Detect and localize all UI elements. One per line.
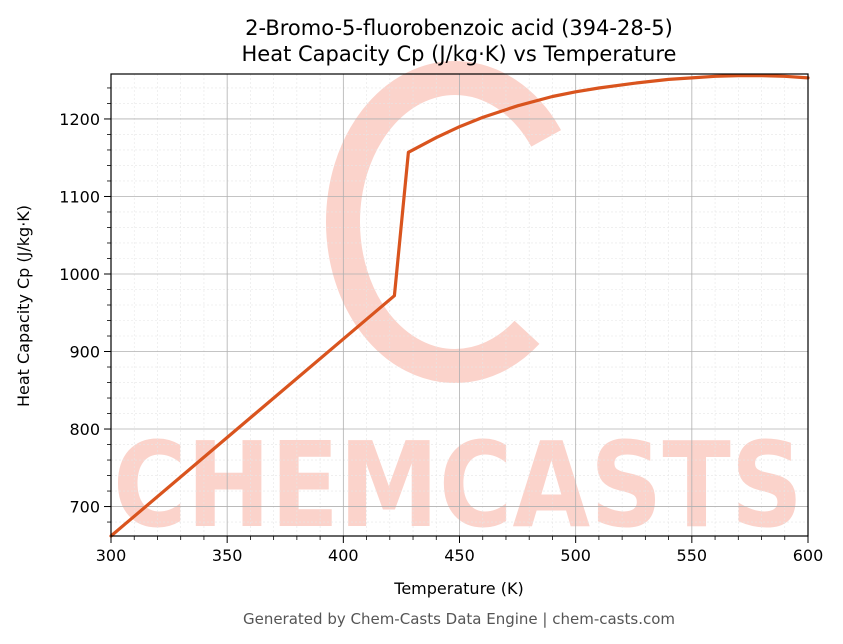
x-tick-label: 450 [444,546,475,565]
x-tick-label: 500 [560,546,591,565]
grid [110,74,809,536]
footer-credit: Generated by Chem-Casts Data Engine | ch… [243,610,675,628]
x-tick-label: 600 [793,546,824,565]
y-tick-label: 1100 [59,187,100,206]
series-line [109,73,810,538]
x-tick-label: 300 [96,546,127,565]
series-layer [109,73,810,538]
y-tick-label: 900 [69,343,100,362]
axis-ticks [104,87,809,543]
y-tick-label: 1200 [59,110,100,129]
watermark-text: CHEMCASTS [113,416,803,554]
chart-subtitle: Heat Capacity Cp (J/kg·K) vs Temperature [242,42,677,66]
y-tick-label: 700 [69,498,100,517]
x-axis-label: Temperature (K) [393,579,523,598]
watermark-logo: CHEMCASTS [113,61,803,554]
watermark-ring [326,61,584,383]
tick-labels: 300 350 400 450 500 550 600 700 800 900 1000 1100 12… [59,110,823,565]
x-tick-label: 350 [212,546,243,565]
x-tick-label: 550 [677,546,708,565]
x-tick-label: 400 [328,546,359,565]
y-tick-label: 1000 [59,265,100,284]
chart-title: 2-Bromo-5-fluorobenzoic acid (394-28-5) [245,16,673,40]
y-tick-label: 800 [69,420,100,439]
y-axis-label: Heat Capacity Cp (J/kg·K) [14,205,33,407]
